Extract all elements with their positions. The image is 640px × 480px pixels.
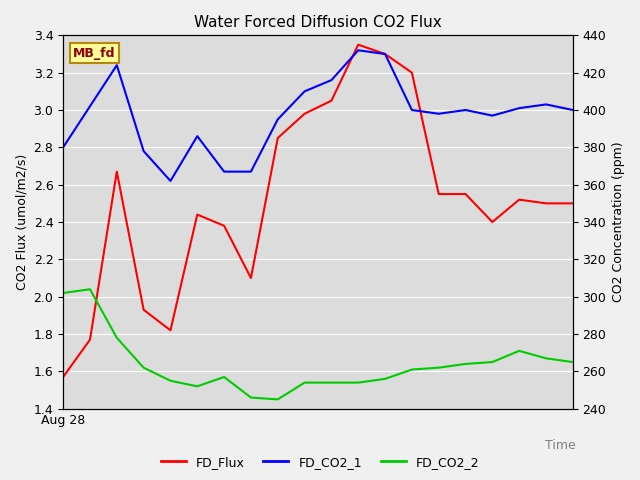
Legend: FD_Flux, FD_CO2_1, FD_CO2_2: FD_Flux, FD_CO2_1, FD_CO2_2 [156, 451, 484, 474]
Y-axis label: CO2 Flux (umol/m2/s): CO2 Flux (umol/m2/s) [15, 154, 28, 290]
Title: Water Forced Diffusion CO2 Flux: Water Forced Diffusion CO2 Flux [194, 15, 442, 30]
Text: MB_fd: MB_fd [74, 47, 116, 60]
Text: Time: Time [545, 439, 576, 452]
Y-axis label: CO2 Concentration (ppm): CO2 Concentration (ppm) [612, 142, 625, 302]
